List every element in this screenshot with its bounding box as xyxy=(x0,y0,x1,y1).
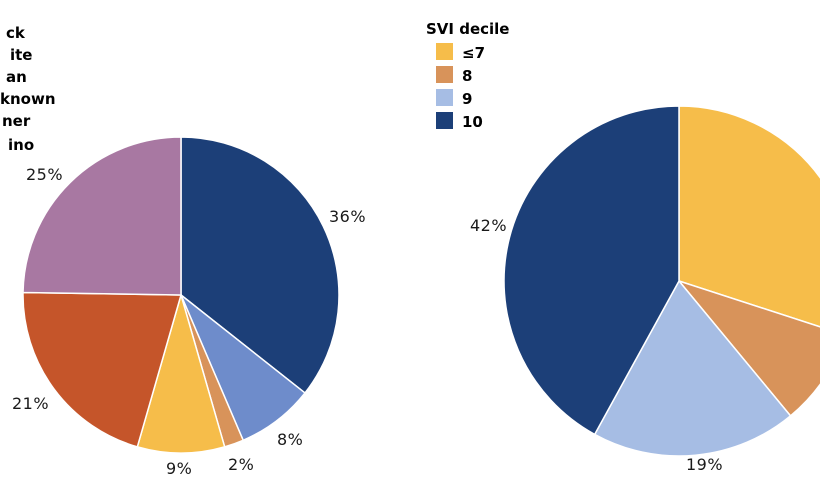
svi-legend-label-9: 9 xyxy=(462,90,472,108)
svi-legend-label-le7: ≤7 xyxy=(462,44,485,62)
legend-entry-4: known xyxy=(0,90,56,108)
svi-legend-swatch-le7 xyxy=(436,43,453,60)
svi-legend-label-8: 8 xyxy=(462,67,472,85)
legend-entry-6: ino xyxy=(8,136,34,154)
svi-decile-slice-2 xyxy=(676,279,820,417)
legend-entry-2: ite xyxy=(10,46,33,64)
svi-legend-label-10: 10 xyxy=(462,113,483,131)
race-ethnicity-legend: ck ite an known ner ino xyxy=(0,24,56,154)
race-ethnicity-pie-labels: 36% 8% 2% 9% 21% 25% xyxy=(12,165,366,478)
race-ethnicity-slice-label-1: 36% xyxy=(329,207,366,226)
race-ethnicity-slice-label-3: 2% xyxy=(228,455,254,474)
svi-legend-title: SVI decile xyxy=(426,20,509,38)
svi-decile-legend: SVI decile ≤7 8 9 10 xyxy=(426,20,509,131)
race-ethnicity-slice-label-6: 25% xyxy=(26,165,63,184)
svi-legend-swatch-9 xyxy=(436,89,453,106)
race-ethnicity-slice-label-4: 9% xyxy=(166,459,192,478)
svi-legend-swatch-10 xyxy=(436,112,453,129)
legend-entry-1: ck xyxy=(6,24,26,42)
race-ethnicity-pie xyxy=(22,136,340,454)
race-ethnicity-slice-6 xyxy=(22,136,182,296)
svi-decile-slice-label-4: 42% xyxy=(470,216,507,235)
svi-decile-slice-label-3: 19% xyxy=(686,455,723,474)
svi-decile-slice-3 xyxy=(593,279,792,457)
race-ethnicity-slice-5 xyxy=(22,291,182,448)
svi-decile-slice-1 xyxy=(678,105,820,328)
svi-decile-pie xyxy=(503,105,820,457)
svi-decile-slice-4 xyxy=(503,105,680,436)
svi-decile-pie-labels: 19% 42% xyxy=(470,216,723,474)
race-ethnicity-slice-label-2: 8% xyxy=(277,430,303,449)
legend-entry-3: an xyxy=(6,68,27,86)
svi-legend-swatch-8 xyxy=(436,66,453,83)
race-ethnicity-slice-4 xyxy=(136,292,226,454)
race-ethnicity-slice-1 xyxy=(180,136,340,395)
race-ethnicity-slice-label-5: 21% xyxy=(12,394,49,413)
legend-entry-5: ner xyxy=(2,112,31,130)
